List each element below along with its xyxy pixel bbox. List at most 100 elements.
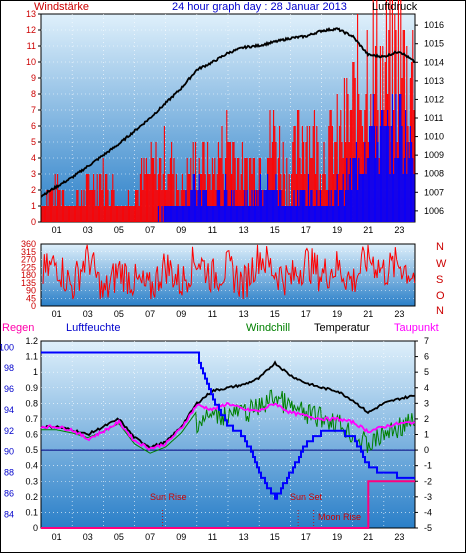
hour-tick-label: 01 bbox=[52, 309, 62, 319]
hour-tick-label: 17 bbox=[301, 225, 311, 235]
pressure-tick-label: 1015 bbox=[424, 39, 444, 49]
compass-o: O bbox=[436, 290, 445, 302]
temperature-tick-label: 5 bbox=[424, 367, 429, 377]
rain-tick-label: 0.1 bbox=[25, 507, 38, 517]
wind-tick-label: 0 bbox=[31, 217, 36, 227]
hour-tick-label: 17 bbox=[301, 309, 311, 319]
pressure-tick-label: 1006 bbox=[424, 206, 444, 216]
humidity-tick-label: 96 bbox=[4, 384, 14, 394]
temperature-tick-label: -2 bbox=[424, 476, 432, 486]
rain-tick-label: 1.1 bbox=[25, 352, 38, 362]
wind-tick-label: 10 bbox=[26, 57, 36, 67]
temperature-tick-label: 4 bbox=[424, 383, 429, 393]
hour-tick-label: 21 bbox=[363, 225, 373, 235]
direction-tick-label: 90 bbox=[26, 286, 36, 296]
direction-tick-label: 135 bbox=[21, 278, 36, 288]
direction-tick-label: 270 bbox=[21, 255, 36, 265]
hour-tick-label: 03 bbox=[83, 532, 93, 542]
wind-tick-label: 12 bbox=[26, 25, 36, 35]
hour-tick-label: 15 bbox=[270, 225, 280, 235]
hour-tick-label: 09 bbox=[176, 225, 186, 235]
hour-tick-label: 05 bbox=[114, 309, 124, 319]
wind-tick-label: 9 bbox=[31, 73, 36, 83]
pressure-tick-label: 1009 bbox=[424, 150, 444, 160]
direction-tick-label: 360 bbox=[21, 239, 36, 249]
wind-tick-label: 6 bbox=[31, 121, 36, 131]
pressure-tick-label: 1012 bbox=[424, 94, 444, 104]
rain-tick-label: 0.5 bbox=[25, 445, 38, 455]
pressure-tick-label: 1007 bbox=[424, 187, 444, 197]
wind-gust-bars bbox=[157, 94, 415, 222]
hour-tick-label: 13 bbox=[239, 309, 249, 319]
rain-tick-label: 0 bbox=[33, 523, 38, 533]
wind-tick-label: 1 bbox=[31, 201, 36, 211]
hour-tick-label: 07 bbox=[145, 532, 155, 542]
temperature-tick-label: 6 bbox=[424, 352, 429, 362]
humidity-tick-label: 84 bbox=[4, 509, 14, 519]
sun-set-annotation: Sun Set bbox=[290, 492, 323, 502]
hour-tick-label: 07 bbox=[145, 309, 155, 319]
pressure-tick-label: 1014 bbox=[424, 57, 444, 67]
direction-tick-label: 45 bbox=[26, 293, 36, 303]
hour-tick-label: 15 bbox=[270, 532, 280, 542]
hour-tick-label: 01 bbox=[52, 532, 62, 542]
wind-tick-label: 5 bbox=[31, 137, 36, 147]
temperature-tick-label: 2 bbox=[424, 414, 429, 424]
temperature-line bbox=[40, 360, 415, 449]
windchill-label: Windchill bbox=[246, 322, 290, 334]
direction-tick-label: 225 bbox=[21, 262, 36, 272]
hour-tick-label: 19 bbox=[332, 309, 342, 319]
direction-tick-label: 0 bbox=[31, 301, 36, 311]
hour-tick-label: 11 bbox=[208, 309, 217, 319]
compass-n-bottom: N bbox=[436, 305, 444, 317]
hour-tick-label: 07 bbox=[145, 225, 155, 235]
rain-tick-label: 1 bbox=[33, 367, 38, 377]
humidity-tick-label: 86 bbox=[4, 489, 14, 499]
hour-tick-label: 09 bbox=[176, 309, 186, 319]
direction-tick-label: 315 bbox=[21, 247, 36, 257]
temperature-tick-label: -3 bbox=[424, 492, 432, 502]
pressure-axis-title: Luftdruck bbox=[372, 1, 418, 13]
wind-tick-label: 11 bbox=[27, 41, 36, 51]
temperature-tick-label: -1 bbox=[424, 461, 432, 471]
rain-label: Regen bbox=[2, 322, 34, 334]
wind-tick-label: 3 bbox=[31, 169, 36, 179]
wind-tick-label: 4 bbox=[31, 153, 36, 163]
wind-tick-label: 13 bbox=[26, 9, 36, 19]
temperature-tick-label: 1 bbox=[424, 430, 429, 440]
rain-tick-label: 0.3 bbox=[25, 476, 38, 486]
rain-tick-label: 0.9 bbox=[25, 383, 38, 393]
hour-tick-label: 23 bbox=[394, 225, 404, 235]
hour-tick-label: 21 bbox=[363, 309, 373, 319]
humidity-tick-label: 90 bbox=[4, 447, 14, 457]
pressure-tick-label: 1010 bbox=[424, 132, 444, 142]
wind-axis-title: Windstärke bbox=[34, 1, 89, 13]
temperature-tick-label: 0 bbox=[424, 445, 429, 455]
hour-tick-label: 01 bbox=[52, 225, 62, 235]
rain-line bbox=[41, 480, 415, 529]
hour-tick-label: 17 bbox=[301, 532, 311, 542]
hour-tick-label: 19 bbox=[332, 532, 342, 542]
hour-tick-label: 03 bbox=[83, 309, 93, 319]
direction-tick-label: 180 bbox=[21, 270, 36, 280]
rain-tick-label: 0.2 bbox=[25, 492, 38, 502]
compass-w: W bbox=[436, 258, 447, 270]
hour-tick-label: 21 bbox=[363, 532, 373, 542]
hour-tick-label: 09 bbox=[176, 532, 186, 542]
humidity-tick-label: 94 bbox=[4, 405, 14, 415]
humidity-tick-label: 100 bbox=[0, 342, 14, 352]
chart-title: 24 hour graph day : 28 Januar 2013 bbox=[172, 1, 347, 13]
hour-tick-label: 23 bbox=[394, 532, 404, 542]
temperature-tick-label: -5 bbox=[424, 523, 432, 533]
rain-tick-label: 0.6 bbox=[25, 430, 38, 440]
compass-s: S bbox=[436, 274, 443, 286]
pressure-tick-label: 1013 bbox=[424, 76, 444, 86]
hour-tick-label: 11 bbox=[208, 532, 217, 542]
hour-tick-label: 05 bbox=[114, 532, 124, 542]
sun-rise-annotation: Sun Rise bbox=[150, 492, 187, 502]
hour-tick-label: 23 bbox=[394, 309, 404, 319]
humidity-line bbox=[41, 351, 415, 500]
humidity-tick-label: 98 bbox=[4, 363, 14, 373]
